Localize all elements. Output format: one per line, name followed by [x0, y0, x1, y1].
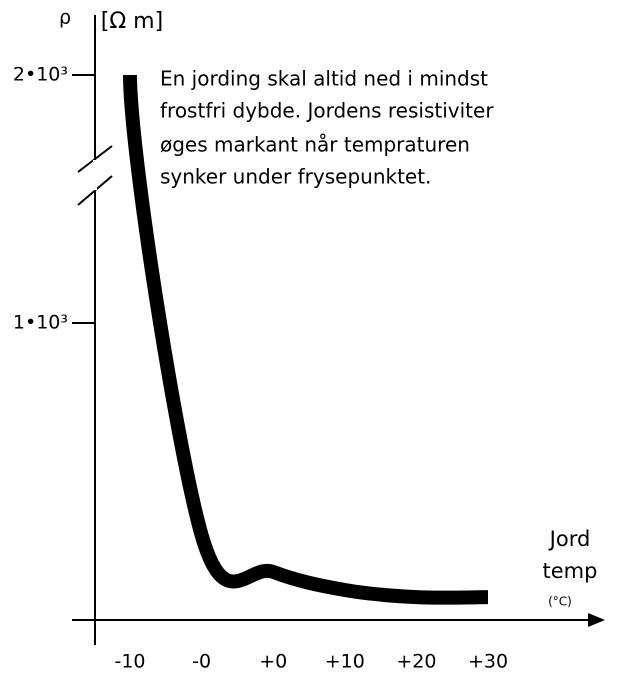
axis-break — [77, 145, 113, 173]
x-tick-label: +20 — [396, 651, 436, 673]
annotation: synker under frysepunktet. — [160, 165, 431, 189]
x-tick-label: +0 — [259, 651, 287, 673]
annotation: frostfri dybde. Jordens resistiviter — [160, 99, 494, 123]
y-tick-label: 1•10³ — [13, 312, 68, 334]
y-label: ρ — [59, 7, 71, 29]
x-label: Jord — [548, 527, 591, 551]
x-label: temp — [543, 559, 598, 583]
annotation: øges markant når tempraturen — [160, 133, 470, 157]
annotation: En jording skal altid ned i mindst — [160, 67, 488, 91]
x-tick-label: -0 — [192, 651, 211, 673]
x-unit: (°C) — [548, 595, 572, 609]
x-tick-label: +30 — [468, 651, 508, 673]
x-tick-label: +10 — [325, 651, 365, 673]
x-tick-label: -10 — [114, 651, 145, 673]
y-unit: [Ω m] — [101, 9, 163, 34]
curve — [123, 74, 489, 605]
x-axis-arrow — [588, 613, 605, 627]
axis-break — [77, 175, 113, 206]
y-tick-label: 2•10³ — [13, 64, 68, 86]
